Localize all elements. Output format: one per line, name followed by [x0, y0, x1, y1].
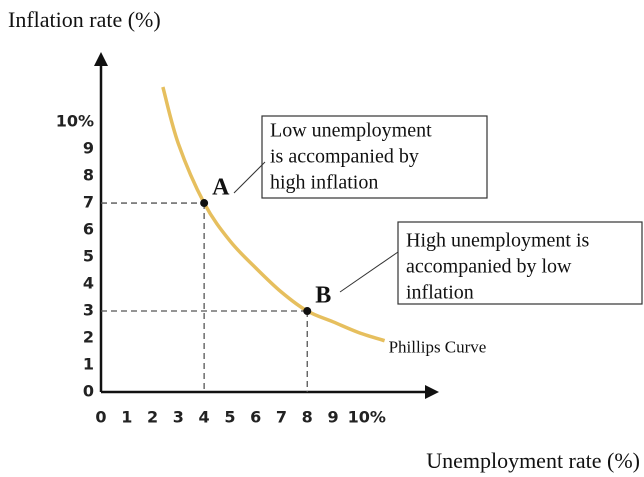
note-text: high inflation	[270, 172, 378, 194]
x-tick-label: 9	[327, 408, 338, 427]
point-label: A	[212, 175, 230, 201]
y-tick-label: 6	[83, 220, 94, 239]
y-tick-label: 5	[83, 247, 94, 266]
y-tick-label: 9	[83, 139, 94, 158]
y-tick-label: 3	[83, 301, 94, 320]
y-tick-label: 10%	[56, 112, 94, 131]
x-tick-label: 8	[302, 408, 313, 427]
x-tick-label: 10%	[348, 408, 386, 427]
x-axis-label: Unemployment rate (%)	[426, 448, 640, 473]
x-tick-label: 5	[224, 408, 235, 427]
point-label: B	[315, 283, 331, 309]
y-tick-label: 1	[83, 355, 94, 374]
note-text: inflation	[406, 282, 474, 304]
x-tick-label: 4	[199, 408, 210, 427]
y-axis-label: Inflation rate (%)	[8, 7, 161, 32]
x-tick-label: 7	[276, 408, 287, 427]
x-tick-label: 3	[173, 408, 184, 427]
note-text: accompanied by low	[406, 256, 572, 278]
x-tick-label: 6	[250, 408, 261, 427]
x-tick-label: 0	[95, 408, 106, 427]
x-arrow	[425, 385, 439, 399]
point	[200, 199, 209, 208]
y-tick-label: 7	[83, 193, 94, 212]
x-tick-label: 1	[121, 408, 132, 427]
x-tick-label: 2	[147, 408, 158, 427]
note-text: Low unemployment	[270, 120, 432, 142]
y-tick-label: 4	[83, 274, 94, 293]
note-text: High unemployment is	[406, 230, 590, 252]
connector	[233, 161, 266, 194]
note-box	[261, 115, 488, 199]
legend-label: Phillips Curve	[389, 338, 487, 357]
y-tick-label: 2	[83, 328, 94, 347]
note-text: is accompanied by	[270, 146, 419, 168]
y-tick-label: 8	[83, 166, 94, 185]
y-tick-label: 0	[83, 382, 94, 401]
y-arrow	[94, 52, 108, 66]
connector	[339, 251, 399, 293]
note-box	[397, 221, 643, 305]
curve	[161, 86, 386, 343]
point	[303, 307, 312, 316]
